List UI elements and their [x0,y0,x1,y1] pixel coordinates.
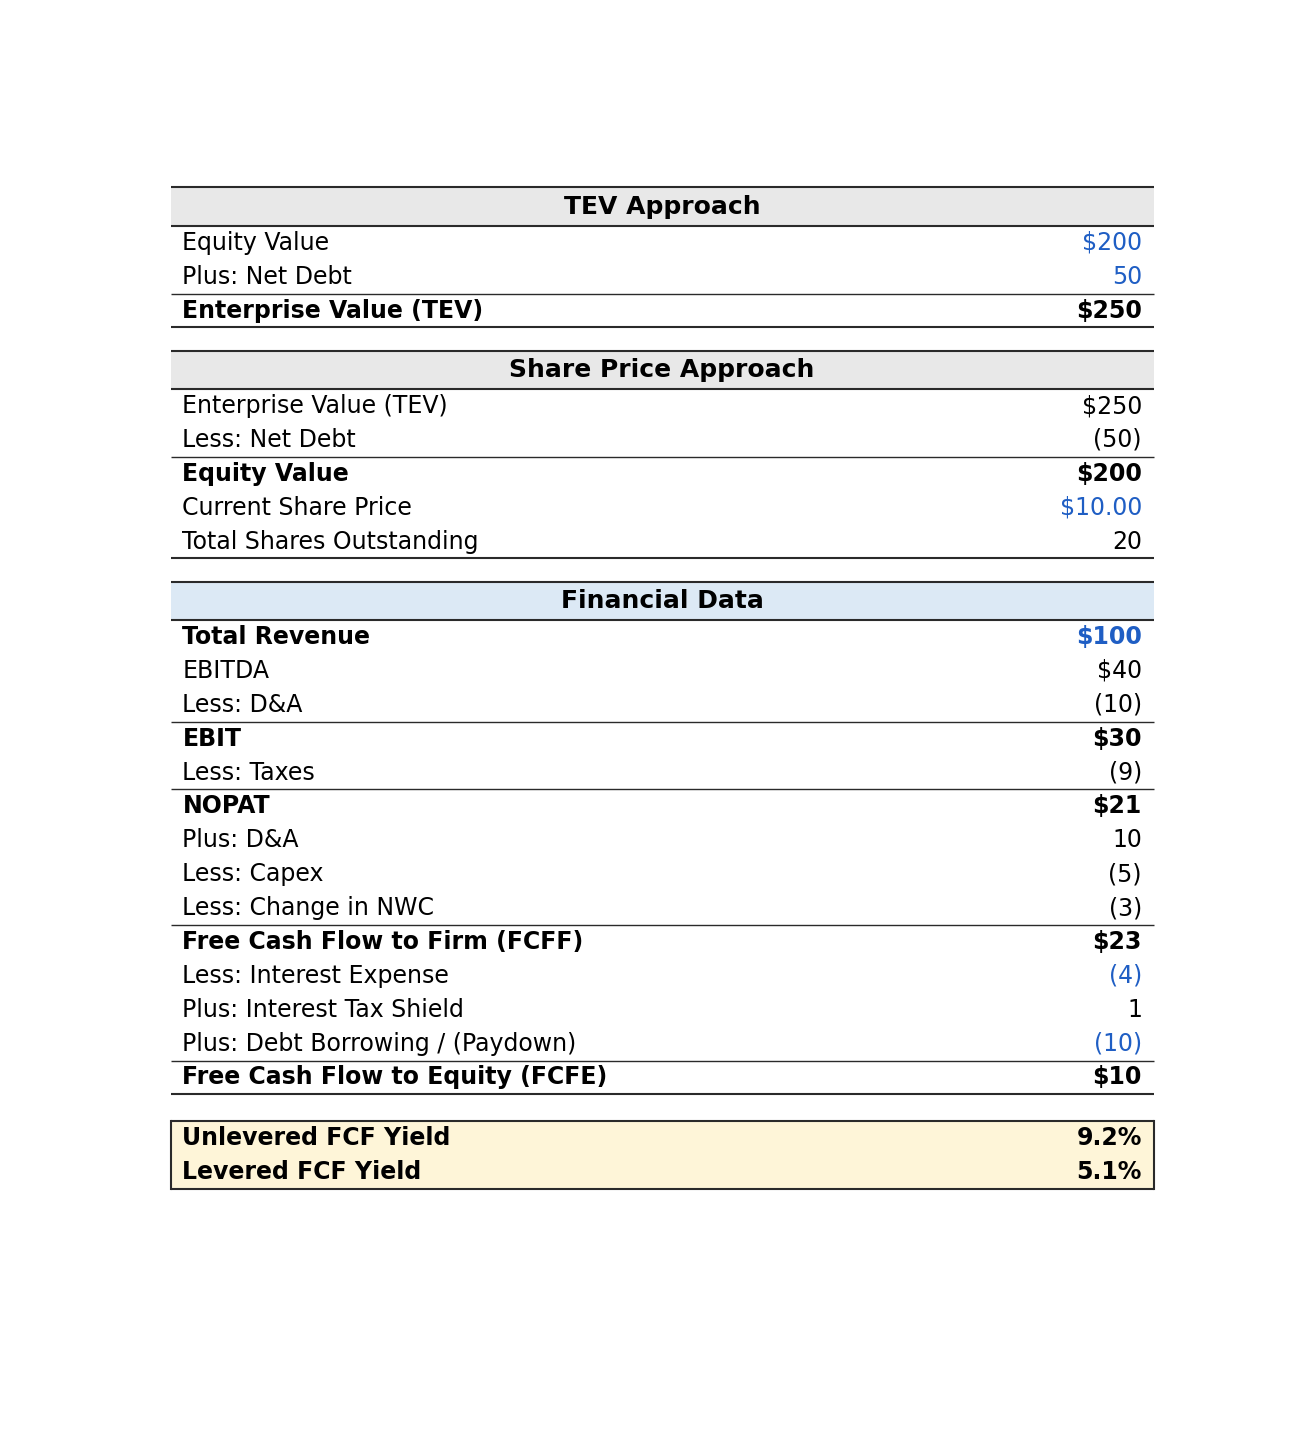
Text: Unlevered FCF Yield: Unlevered FCF Yield [182,1127,451,1150]
Text: Financial Data: Financial Data [561,590,764,613]
Bar [171,582,1154,620]
Text: (10): (10) [1094,1031,1142,1056]
Text: $250: $250 [1081,393,1142,418]
Bar [171,187,1154,227]
Text: Equity Value: Equity Value [182,231,329,254]
Text: 20: 20 [1112,530,1142,553]
Text: Less: Interest Expense: Less: Interest Expense [182,964,450,987]
Text: $40: $40 [1097,659,1142,682]
Text: Plus: Interest Tax Shield: Plus: Interest Tax Shield [182,998,464,1022]
Text: Equity Value: Equity Value [182,462,349,486]
Text: (4): (4) [1109,964,1142,987]
Text: $10: $10 [1093,1066,1142,1089]
Text: $200: $200 [1076,462,1142,486]
Text: $30: $30 [1092,726,1142,751]
Text: Plus: Debt Borrowing / (Paydown): Plus: Debt Borrowing / (Paydown) [182,1031,576,1056]
Text: Plus: Net Debt: Plus: Net Debt [182,264,353,289]
Text: Share Price Approach: Share Price Approach [509,357,815,382]
Text: Less: Change in NWC: Less: Change in NWC [182,896,434,921]
Bar [171,1121,1154,1189]
Text: EBIT: EBIT [182,726,242,751]
Text: $10.00: $10.00 [1059,495,1142,520]
Text: Total Shares Outstanding: Total Shares Outstanding [182,530,479,553]
Text: $200: $200 [1081,231,1142,254]
Text: $100: $100 [1076,624,1142,649]
Text: $21: $21 [1093,794,1142,819]
Text: Less: Capex: Less: Capex [182,862,324,886]
Text: 10: 10 [1112,828,1142,852]
Text: 9.2%: 9.2% [1076,1127,1142,1150]
Text: (3): (3) [1109,896,1142,921]
Text: Current Share Price: Current Share Price [182,495,412,520]
Text: TEV Approach: TEV Approach [563,195,761,219]
Text: 1: 1 [1127,998,1142,1022]
Text: (50): (50) [1093,428,1142,452]
Text: 50: 50 [1111,264,1142,289]
Text: Enterprise Value (TEV): Enterprise Value (TEV) [182,393,448,418]
Text: Plus: D&A: Plus: D&A [182,828,298,852]
Text: Free Cash Flow to Equity (FCFE): Free Cash Flow to Equity (FCFE) [182,1066,607,1089]
Text: Less: Taxes: Less: Taxes [182,761,315,784]
Text: NOPAT: NOPAT [182,794,270,819]
Text: Total Revenue: Total Revenue [182,624,371,649]
Text: $23: $23 [1093,929,1142,954]
Text: 5.1%: 5.1% [1076,1160,1142,1185]
Text: (9): (9) [1109,761,1142,784]
Text: EBITDA: EBITDA [182,659,270,682]
Bar [171,350,1154,389]
Text: $250: $250 [1076,299,1142,322]
Text: Enterprise Value (TEV): Enterprise Value (TEV) [182,299,483,322]
Text: Levered FCF Yield: Levered FCF Yield [182,1160,421,1185]
Text: Less: Net Debt: Less: Net Debt [182,428,357,452]
Text: Free Cash Flow to Firm (FCFF): Free Cash Flow to Firm (FCFF) [182,929,584,954]
Text: (5): (5) [1109,862,1142,886]
Text: (10): (10) [1094,693,1142,717]
Text: Less: D&A: Less: D&A [182,693,302,717]
